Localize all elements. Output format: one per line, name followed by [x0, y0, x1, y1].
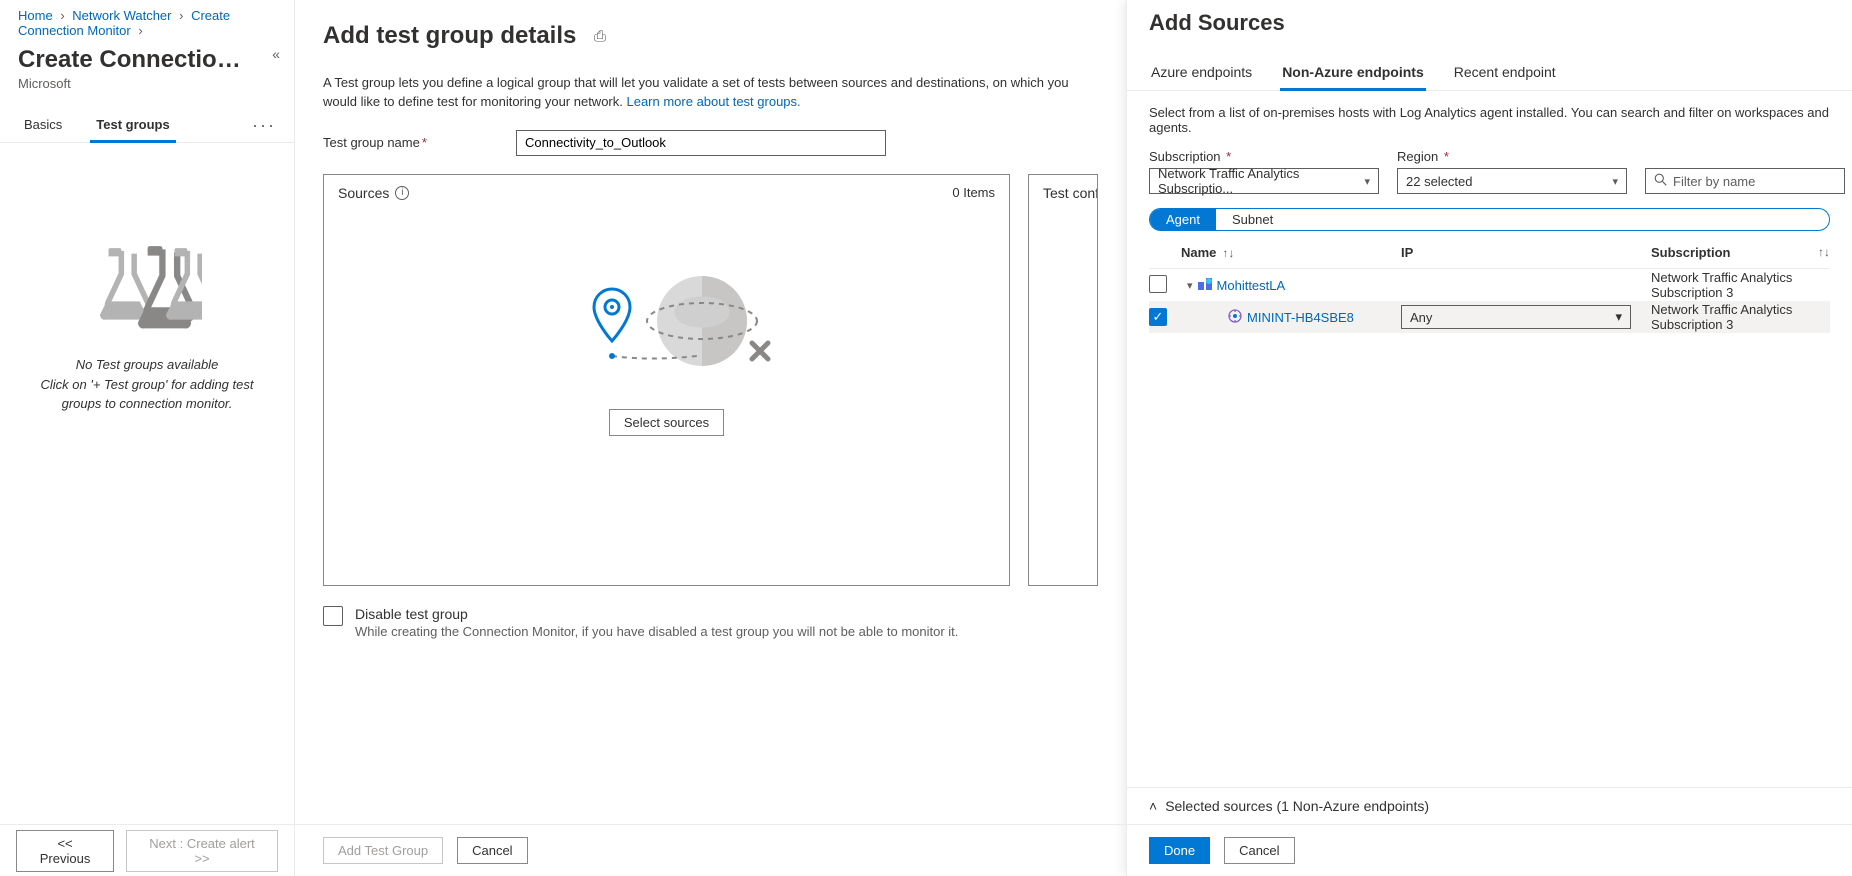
left-blade: Home › Network Watcher › Create Connecti…: [0, 0, 295, 876]
col-subscription[interactable]: Subscription↑↓: [1651, 245, 1830, 260]
breadcrumb-network-watcher[interactable]: Network Watcher: [72, 8, 171, 23]
subscription-value: Network Traffic Analytics Subscriptio...: [1158, 166, 1356, 196]
tab-azure-endpoints[interactable]: Azure endpoints: [1149, 58, 1254, 90]
tab-non-azure-endpoints[interactable]: Non-Azure endpoints: [1280, 58, 1426, 90]
empty-line-1: No Test groups available: [41, 355, 254, 375]
filter-by-name-input[interactable]: Filter by name: [1645, 168, 1845, 194]
cancel-button[interactable]: Cancel: [457, 837, 527, 864]
page-title: Create Connection...: [18, 46, 248, 74]
filter-placeholder: Filter by name: [1673, 174, 1755, 189]
empty-line-2: Click on '+ Test group' for adding test: [41, 375, 254, 395]
breadcrumb-sep: ›: [60, 8, 64, 23]
row-checkbox[interactable]: ✓: [1149, 308, 1167, 326]
test-configurations-panel: Test configurations: [1028, 174, 1098, 586]
col-name[interactable]: Name↑↓: [1181, 245, 1401, 260]
globe-illustration-icon: [552, 261, 782, 381]
ip-value: Any: [1410, 310, 1432, 325]
table-row[interactable]: ▾ MohittestLA Network Traffic Analytics …: [1149, 269, 1830, 301]
row-subscription: Network Traffic Analytics Subscription 3: [1651, 270, 1830, 300]
tab-test-groups[interactable]: Test groups: [90, 109, 175, 142]
next-button[interactable]: Next : Create alert >>: [126, 830, 278, 872]
test-group-name-label: Test group name*: [323, 135, 488, 150]
subscription-label: Subscription *: [1149, 149, 1379, 164]
add-sources-title: Add Sources: [1149, 10, 1830, 36]
flasks-icon: [92, 233, 202, 333]
tab-recent-endpoint[interactable]: Recent endpoint: [1452, 58, 1558, 90]
chevron-down-icon: ▾: [1615, 309, 1622, 325]
sources-count: 0 Items: [952, 185, 995, 200]
breadcrumb-sep: ›: [138, 23, 142, 38]
middle-footer: Add Test Group Cancel: [295, 824, 1126, 876]
learn-more-link[interactable]: Learn more about test groups.: [626, 94, 800, 109]
left-footer: << Previous Next : Create alert >>: [0, 824, 294, 876]
cancel-button[interactable]: Cancel: [1224, 837, 1294, 864]
blade-title: Add test group details: [323, 22, 576, 50]
breadcrumb-home[interactable]: Home: [18, 8, 53, 23]
more-menu-icon[interactable]: ···: [252, 115, 276, 136]
empty-line-3: groups to connection monitor.: [41, 394, 254, 414]
add-sources-tabs: Azure endpoints Non-Azure endpoints Rece…: [1127, 36, 1852, 91]
blade-description: A Test group lets you define a logical g…: [295, 50, 1126, 112]
disable-label: Disable test group: [355, 606, 958, 622]
col-ip[interactable]: IP: [1401, 245, 1651, 260]
add-test-group-button[interactable]: Add Test Group: [323, 837, 443, 864]
done-button[interactable]: Done: [1149, 837, 1210, 864]
add-sources-blade: Add Sources Azure endpoints Non-Azure en…: [1127, 0, 1852, 876]
sources-panel-title: Sources: [338, 185, 389, 201]
empty-state: No Test groups available Click on '+ Tes…: [0, 143, 294, 824]
workspace-name[interactable]: MohittestLA: [1217, 278, 1286, 293]
region-select[interactable]: 22 selected ▾: [1397, 168, 1627, 194]
test-configurations-title: Test configurations: [1043, 185, 1098, 201]
region-value: 22 selected: [1406, 174, 1473, 189]
info-icon[interactable]: i: [395, 186, 409, 200]
disable-description: While creating the Connection Monitor, i…: [355, 624, 958, 639]
search-icon: [1654, 173, 1667, 189]
test-group-name-input[interactable]: [516, 130, 886, 156]
sort-icon: ↑↓: [1818, 245, 1830, 259]
agent-name[interactable]: MININT-HB4SBE8: [1247, 310, 1354, 325]
left-tabs: Basics Test groups ···: [0, 91, 294, 143]
ip-select[interactable]: Any ▾: [1401, 305, 1631, 329]
chevron-down-icon: ▾: [1612, 175, 1618, 188]
table-row[interactable]: ✓ MININT-HB4SBE8 Any ▾ Network Traffic: [1149, 301, 1830, 333]
toggle-agent[interactable]: Agent: [1150, 209, 1216, 230]
tab-basics[interactable]: Basics: [18, 109, 68, 142]
workspace-icon: [1197, 276, 1213, 295]
vendor-label: Microsoft: [18, 76, 276, 91]
chevron-up-icon: ˄: [1149, 798, 1157, 814]
select-sources-button[interactable]: Select sources: [609, 409, 724, 436]
disable-test-group-checkbox[interactable]: [323, 606, 343, 626]
pin-icon[interactable]: ⎙: [594, 28, 606, 45]
region-label: Region *: [1397, 149, 1627, 164]
row-subscription: Network Traffic Analytics Subscription 3: [1651, 302, 1830, 332]
agent-icon: [1227, 308, 1243, 327]
sources-panel: Sources i 0 Items: [323, 174, 1010, 586]
summary-text: Selected sources (1 Non-Azure endpoints): [1165, 798, 1429, 814]
agent-subnet-toggle: Agent Subnet: [1149, 208, 1830, 231]
toggle-subnet[interactable]: Subnet: [1216, 209, 1289, 230]
sort-icon: ↑↓: [1222, 246, 1234, 260]
chevron-down-icon[interactable]: ▾: [1187, 279, 1193, 292]
collapse-blade-icon[interactable]: «: [272, 46, 280, 62]
selected-sources-summary[interactable]: ˄ Selected sources (1 Non-Azure endpoint…: [1127, 787, 1852, 824]
chevron-down-icon: ▾: [1364, 175, 1370, 188]
right-footer: Done Cancel: [1127, 824, 1852, 876]
row-checkbox[interactable]: [1149, 275, 1167, 293]
previous-button[interactable]: << Previous: [16, 830, 114, 872]
breadcrumb-sep: ›: [179, 8, 183, 23]
middle-blade: Add test group details ⎙ A Test group le…: [295, 0, 1127, 876]
subscription-select[interactable]: Network Traffic Analytics Subscriptio...…: [1149, 168, 1379, 194]
breadcrumb: Home › Network Watcher › Create Connecti…: [0, 0, 294, 38]
sources-grid: Name↑↓ IP Subscription↑↓ ▾ MohittestLA N…: [1127, 231, 1852, 333]
add-sources-description: Select from a list of on-premises hosts …: [1127, 91, 1852, 135]
